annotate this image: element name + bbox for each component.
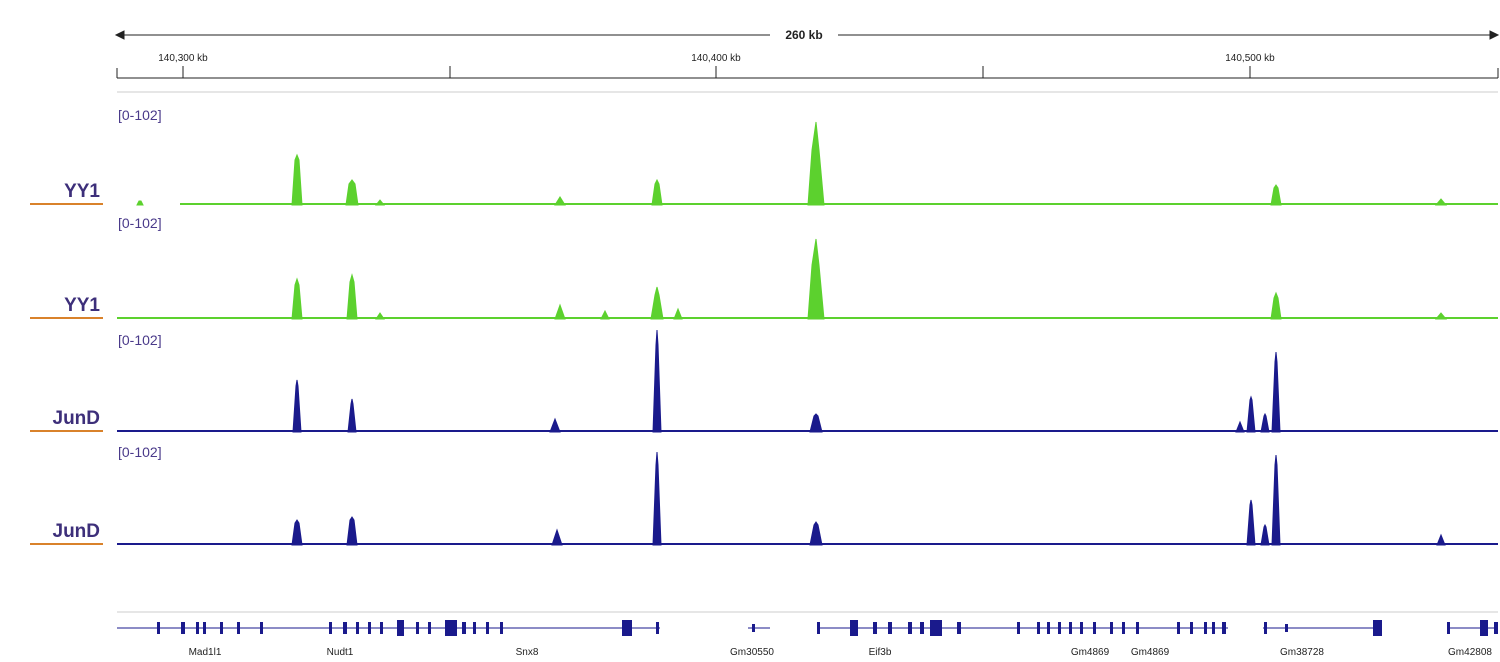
signal-track bbox=[117, 329, 1498, 433]
gene-name: Eif3b bbox=[869, 647, 892, 658]
baseline bbox=[180, 203, 1498, 205]
gene-name: Gm4869 bbox=[1131, 647, 1170, 658]
track-range: [0-102] bbox=[118, 444, 162, 460]
ruler-label: 140,300 kb bbox=[158, 53, 208, 64]
gene-name: Gm30550 bbox=[730, 647, 774, 658]
track-range: [0-102] bbox=[118, 107, 162, 123]
track-name: YY1 bbox=[64, 295, 100, 316]
span-arrows bbox=[114, 30, 1500, 40]
track-name: YY1 bbox=[64, 181, 100, 202]
track-range: [0-102] bbox=[118, 332, 162, 348]
baseline bbox=[117, 317, 1498, 319]
signal-track bbox=[117, 238, 1498, 320]
track-name: JunD bbox=[53, 408, 101, 429]
signal-track bbox=[136, 121, 1498, 206]
ruler-label: 140,400 kb bbox=[691, 53, 741, 64]
track-underlines bbox=[30, 203, 103, 545]
baseline bbox=[117, 430, 1498, 432]
track-range: [0-102] bbox=[118, 215, 162, 231]
span-label: 260 kb bbox=[785, 28, 822, 42]
gene-name: Gm38728 bbox=[1280, 647, 1324, 658]
ruler-label: 140,500 kb bbox=[1225, 53, 1275, 64]
ruler bbox=[114, 30, 1500, 613]
signal-track bbox=[117, 451, 1498, 546]
gene-track bbox=[117, 620, 1498, 636]
gene-name: Gm42808 bbox=[1448, 647, 1492, 658]
gene-name: Gm4869 bbox=[1071, 647, 1110, 658]
gene-name: Snx8 bbox=[516, 647, 539, 658]
baseline bbox=[117, 543, 1498, 545]
gene-name: Nudt1 bbox=[327, 647, 354, 658]
gene-name: Mad1l1 bbox=[189, 647, 222, 658]
track-name: JunD bbox=[53, 521, 101, 542]
